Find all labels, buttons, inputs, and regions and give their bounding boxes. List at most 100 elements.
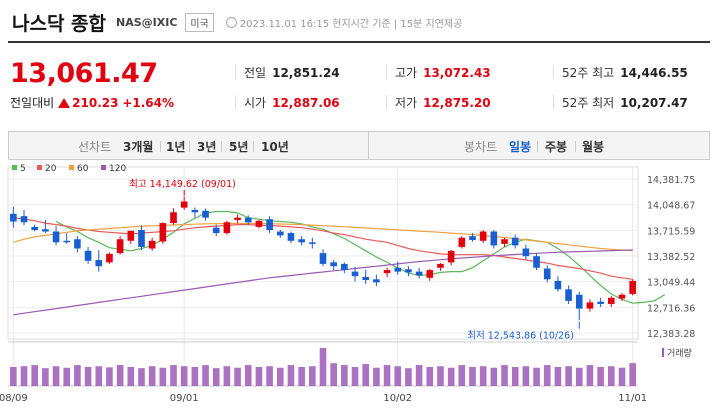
tab-separator [189, 141, 190, 152]
plot-frame [7, 166, 639, 340]
volume-bar [319, 348, 327, 386]
tab-monthly[interactable]: 월봉 [582, 140, 605, 154]
candle [469, 236, 476, 241]
legend-swatch [12, 165, 17, 170]
stat-value: 12,887.06 [272, 96, 340, 110]
volume-bar [298, 367, 305, 386]
candle [159, 223, 167, 242]
time-note: 현지시간 기준 [332, 18, 391, 30]
low-annotation: 최저 12,543.86 (10/26) [467, 331, 574, 342]
x-tick-label: 11/01 [618, 393, 647, 404]
volume-bar [543, 365, 551, 386]
volume-bar [287, 365, 295, 386]
stat-separator [553, 95, 554, 109]
tab-separator [537, 141, 538, 152]
volume-bar [533, 367, 540, 386]
volume-bar [63, 367, 71, 386]
volume-bar [629, 363, 636, 386]
volume-bar [276, 367, 284, 386]
volume-bar [244, 365, 252, 386]
candle [84, 250, 92, 261]
tab-candle-chart[interactable]: 봉차트 [464, 140, 498, 154]
change-percent: +1.64% [122, 96, 174, 110]
x-tick-label: 10/02 [383, 393, 412, 404]
volume-bar [255, 367, 263, 386]
volume-bar [479, 366, 487, 386]
stat-label: 52주 최저 [562, 96, 615, 110]
stat-separator [553, 65, 554, 79]
candle [255, 220, 263, 227]
volume-bar [202, 365, 209, 386]
volume-bar [10, 367, 17, 386]
header-divider [8, 41, 710, 43]
tab-period-3m[interactable]: 3개월 [123, 140, 154, 154]
candle [351, 271, 359, 277]
candle [42, 229, 49, 232]
volume-bar [266, 366, 273, 386]
stat-value: 12,875.20 [423, 96, 491, 110]
tab-daily[interactable]: 일봉 [509, 140, 532, 154]
stat-value: 14,446.55 [620, 66, 688, 80]
volume-bar [351, 367, 359, 386]
up-triangle-icon [58, 98, 71, 108]
change-label: 전일대비 [10, 96, 55, 110]
candle [180, 201, 188, 208]
candle [629, 280, 636, 294]
stat-label: 52주 최고 [562, 66, 615, 80]
current-price: 13,061.47 [10, 58, 158, 89]
header: 나스닥 종합 NAS@IXIC 미국 2023.11.01 16:15 현지시간… [12, 8, 462, 36]
ma5-line [55, 210, 666, 304]
tab-period-10y[interactable]: 10년 [261, 140, 289, 154]
volume-bar [554, 367, 562, 386]
tab-period-1y[interactable]: 1년 [166, 140, 186, 154]
candle [447, 250, 455, 263]
candlestick-chart[interactable]: 14,381.75 14,048.67 13,715.59 13,382.52 13,0… [0, 160, 718, 414]
volume-bar [95, 366, 103, 386]
volume-bar [31, 365, 39, 386]
legend-item: 5 [20, 164, 26, 174]
tab-weekly[interactable]: 주봉 [545, 140, 568, 154]
tab-line-chart[interactable]: 선차트 [78, 140, 112, 154]
stat-separator [386, 65, 387, 79]
candle [212, 227, 220, 234]
tab-period-3y[interactable]: 3년 [197, 140, 217, 154]
legend-swatch [101, 165, 106, 170]
volume-bar [362, 363, 370, 386]
market-badge: 미국 [185, 12, 214, 32]
volume-bar [341, 365, 348, 386]
candle [31, 226, 39, 230]
candle [394, 267, 402, 272]
candle [341, 263, 348, 271]
candle [586, 302, 594, 309]
stat-label: 고가 [395, 66, 418, 80]
tab-separator [575, 141, 576, 152]
volume-bar [490, 367, 498, 386]
tab-divider [368, 132, 369, 159]
candle [618, 294, 626, 299]
legend-item: 120 [109, 164, 126, 174]
volume-bar [191, 367, 199, 386]
volume-bar [234, 367, 241, 386]
ma60-line [13, 222, 633, 252]
datetime: 2023.11.01 16:15 [239, 18, 330, 30]
volume-bar [575, 367, 583, 386]
volume-bar [106, 367, 113, 386]
index-title: 나스닥 종합 [12, 12, 107, 35]
y-tick-label: 12,383.28 [647, 329, 695, 340]
volume-bar [469, 367, 476, 386]
y-tick-label: 13,382.52 [647, 252, 695, 263]
volume-bar [373, 367, 380, 386]
volume-bar [74, 365, 81, 386]
candle [106, 253, 113, 263]
y-tick-label: 14,048.67 [647, 201, 695, 212]
stat-separator [235, 65, 236, 79]
y-tick-label: 14,381.75 [647, 175, 695, 186]
stat-label: 시가 [244, 96, 267, 110]
candle [63, 240, 71, 243]
stat-open: 시가 12,887.06 [244, 94, 340, 111]
volume-bar [405, 368, 412, 386]
candle [415, 271, 423, 276]
tab-period-5y[interactable]: 5년 [229, 140, 249, 154]
high-annotation: 최고 14,149.62 (09/01) [129, 179, 236, 190]
stat-label: 전일 [244, 66, 267, 80]
